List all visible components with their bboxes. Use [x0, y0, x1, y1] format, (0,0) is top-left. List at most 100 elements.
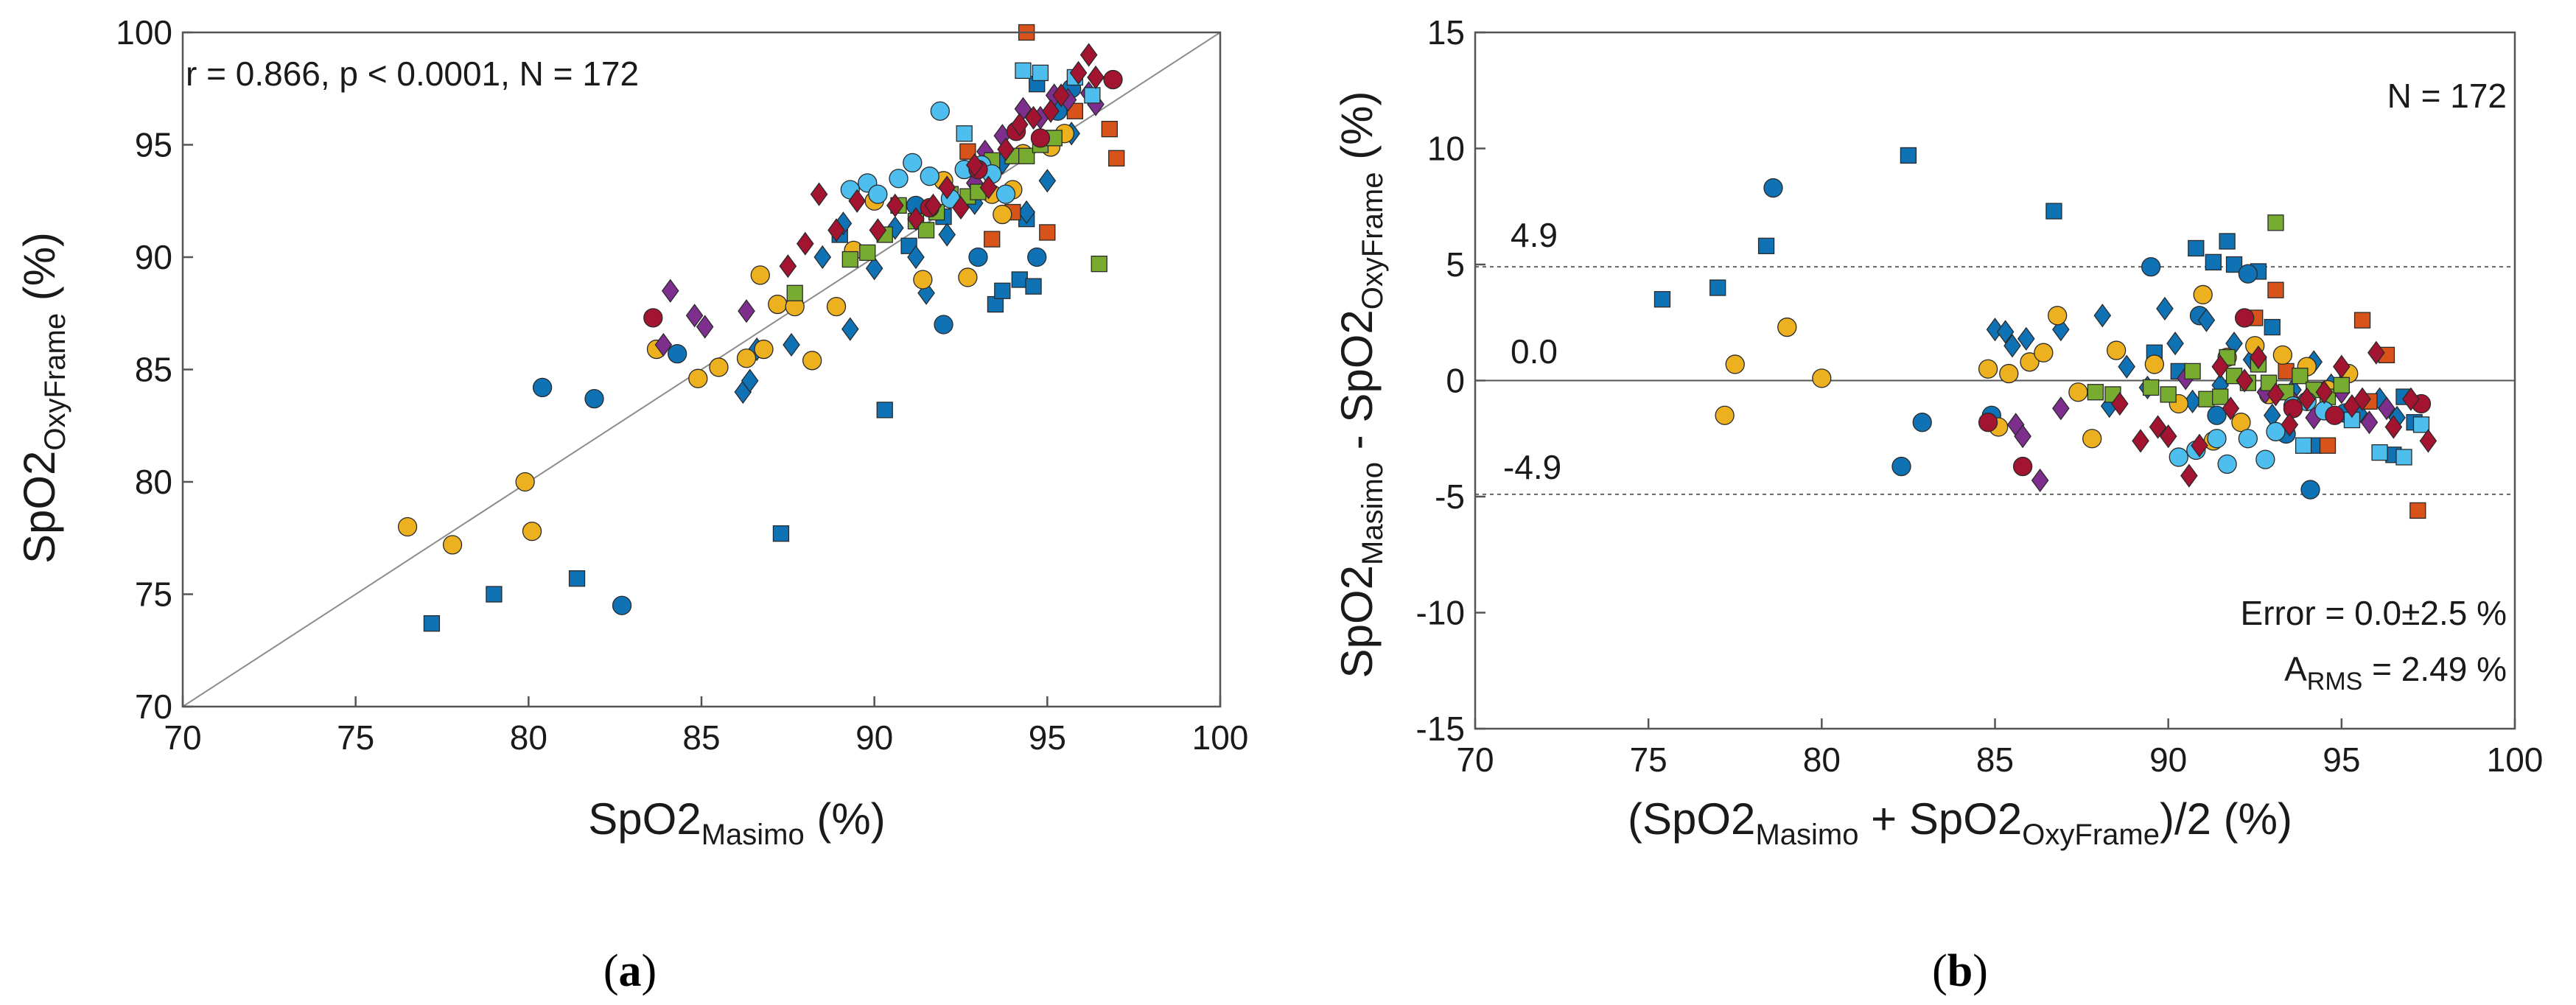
data-point-red-diamond — [924, 193, 942, 217]
data-point-red-diamond — [2111, 391, 2129, 416]
data-point-yellow-circle — [2034, 343, 2054, 363]
data-point-red-diamond — [997, 137, 1015, 161]
data-point-blue-circle — [934, 315, 953, 335]
data-point-yellow-circle — [750, 265, 770, 285]
data-point-yellow-circle — [709, 357, 729, 377]
data-point-yellow-circle — [754, 339, 774, 360]
y-tick-label: 70 — [135, 687, 172, 726]
data-point-yellow-circle — [2020, 352, 2040, 372]
data-point-yellow-circle — [802, 351, 822, 371]
x-tick-label: 70 — [164, 718, 201, 757]
data-point-red-diamond — [979, 175, 998, 200]
data-point-red-diamond — [2333, 354, 2351, 379]
data-point-red-diamond — [2236, 368, 2253, 393]
data-point-green-square — [2184, 363, 2201, 380]
data-point-yellow-circle — [397, 516, 418, 537]
data-point-blue-circle — [667, 343, 687, 364]
data-point-blue-square — [2205, 253, 2222, 271]
data-point-red-diamond — [1024, 105, 1043, 130]
data-point-orange-square — [2267, 281, 2284, 298]
x-tick-label: 100 — [2487, 740, 2544, 779]
data-point-green-square — [2260, 374, 2278, 391]
data-point-red-diamond — [1079, 43, 1098, 67]
y-tick-label: 90 — [135, 238, 172, 276]
data-point-cyan-circle — [2266, 421, 2286, 441]
data-point-red-diamond — [810, 182, 828, 206]
data-point-purple-diamond — [2031, 468, 2049, 493]
data-point-red-circle — [1978, 413, 1998, 433]
data-point-red-diamond — [848, 189, 867, 213]
data-point-orange-square — [1039, 224, 1056, 241]
data-point-red-diamond — [907, 207, 925, 231]
data-point-cyan-square — [1084, 87, 1101, 104]
y-tick-label: 10 — [1427, 130, 1465, 168]
data-point-green-square — [2212, 388, 2229, 405]
data-point-cyan-circle — [903, 153, 923, 173]
data-point-red-diamond — [2250, 345, 2267, 370]
data-point-blue-circle — [1027, 247, 1047, 267]
data-point-blue-square — [1757, 237, 1775, 254]
y-tick-label: 95 — [135, 126, 172, 164]
data-point-blue-square — [2045, 203, 2062, 220]
data-point-blue-diamond — [865, 256, 883, 281]
data-point-green-square — [2087, 384, 2104, 401]
data-point-red-diamond — [2402, 387, 2420, 411]
data-point-blue-diamond — [1996, 320, 2015, 344]
data-point-cyan-circle — [995, 184, 1016, 204]
panel-a-y-axis-title: SpO2OxyFrame (%) — [15, 232, 71, 564]
y-tick-label: 15 — [1427, 13, 1465, 52]
data-point-yellow-circle — [913, 270, 933, 290]
data-point-red-diamond — [2159, 424, 2177, 449]
data-point-green-square — [786, 284, 803, 301]
data-point-yellow-circle — [2144, 354, 2165, 374]
data-point-red-circle — [2012, 456, 2033, 477]
data-point-orange-square — [959, 143, 976, 160]
x-tick-label: 85 — [682, 718, 720, 757]
data-point-yellow-circle — [2068, 382, 2088, 402]
data-point-blue-circle — [2141, 256, 2161, 277]
data-point-cyan-circle — [889, 169, 909, 189]
data-point-purple-diamond — [661, 279, 679, 303]
data-point-green-square — [917, 222, 935, 239]
data-point-red-diamond — [2191, 433, 2208, 458]
data-point-red-diamond — [1052, 83, 1070, 108]
data-point-blue-circle — [584, 389, 604, 409]
data-point-red-diamond — [2222, 396, 2240, 421]
data-point-cyan-square — [956, 125, 973, 142]
data-point-yellow-circle — [2231, 413, 2251, 433]
data-point-cyan-square — [2295, 437, 2312, 454]
data-point-red-diamond — [2267, 382, 2285, 407]
data-point-blue-diamond — [841, 317, 859, 341]
x-tick-label: 80 — [510, 718, 547, 757]
data-point-red-diamond — [965, 153, 984, 178]
data-point-red-diamond — [2132, 429, 2149, 453]
data-point-orange-square — [2353, 312, 2371, 329]
data-point-red-diamond — [2180, 463, 2198, 488]
data-point-red-diamond — [2315, 380, 2334, 405]
x-tick-label: 90 — [2149, 740, 2187, 779]
data-point-purple-diamond — [2378, 396, 2395, 421]
data-point-cyan-square — [2412, 416, 2430, 433]
data-point-blue-diamond — [2197, 308, 2216, 332]
data-point-yellow-circle — [2106, 340, 2127, 360]
data-point-orange-square — [1101, 120, 1118, 138]
data-point-purple-diamond — [738, 299, 755, 323]
data-point-blue-square — [1709, 279, 1726, 296]
data-point-yellow-circle — [515, 472, 535, 492]
data-point-blue-diamond — [2093, 304, 2112, 328]
x-tick-label: 100 — [1192, 718, 1249, 757]
data-point-yellow-circle — [993, 204, 1012, 225]
y-tick-label: 100 — [116, 13, 172, 52]
data-point-green-square — [1091, 255, 1107, 273]
data-point-yellow-circle — [1715, 405, 1735, 425]
y-tick-label: 85 — [135, 351, 172, 389]
upper-loa-label: 4.9 — [1511, 216, 1558, 254]
data-point-blue-square — [486, 586, 503, 603]
data-point-blue-diamond — [2017, 326, 2035, 351]
data-point-red-diamond — [952, 195, 970, 220]
data-point-red-diamond — [869, 218, 887, 242]
data-point-red-diamond — [1069, 60, 1088, 85]
data-point-cyan-square — [1015, 62, 1032, 79]
data-point-green-square — [1018, 147, 1035, 164]
x-tick-label: 75 — [1630, 740, 1667, 779]
